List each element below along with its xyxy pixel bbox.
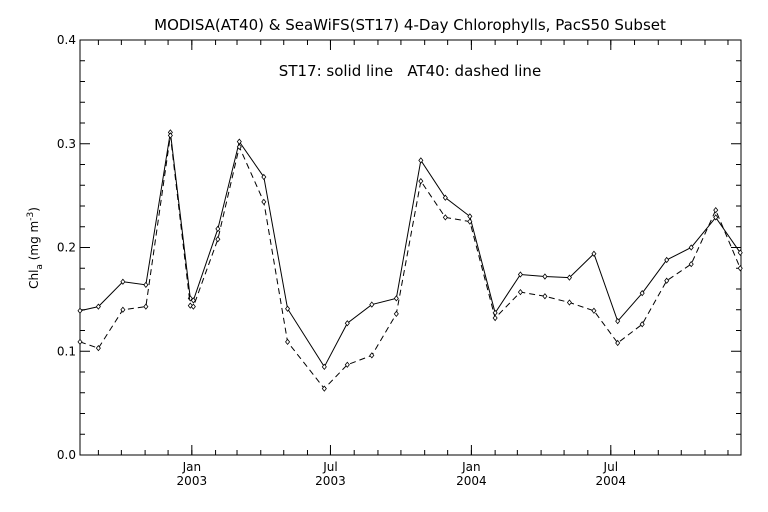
data-point-dashed [236,143,242,151]
data-point-dashed [467,218,473,225]
data-point-solid [713,214,719,221]
y-tick-label: 0.3 [57,137,76,151]
data-point-dashed [344,361,350,368]
series-group [77,129,743,392]
data-point-dashed [369,352,375,359]
data-point-solid [393,295,399,302]
data-point-dashed [713,207,719,214]
data-point-dashed [615,339,621,347]
plot-frame [79,39,742,456]
data-point-dashed [517,288,523,296]
data-point-dashed [737,265,743,272]
data-point-solid [418,157,424,164]
data-point-dashed [688,260,694,268]
data-point-dashed [190,303,196,310]
y-axis-label: Chla (mg m-3) [26,207,45,289]
data-point-dashed [321,385,327,392]
data-point-solid [369,301,375,308]
series-line-dashed [79,135,741,390]
y-axis-label-subscript: a [35,264,45,270]
series-line-solid [79,132,741,368]
x-tick-month-label: Jan [461,460,481,474]
data-point-solid [285,305,291,312]
data-point-solid [615,318,621,325]
data-point-solid [120,278,126,285]
data-point-solid [321,363,327,370]
data-point-dashed [261,198,267,205]
data-point-dashed [143,303,149,310]
data-point-solid [261,173,267,181]
data-point-dashed [418,177,424,185]
data-point-solid [688,244,694,251]
x-tick-year-label: 2003 [315,474,346,488]
data-point-dashed [566,299,572,306]
data-point-solid [517,271,523,278]
x-tick-year-label: 2003 [177,474,208,488]
data-point-solid [95,303,101,310]
y-axis-label-unit-close: ) [27,207,41,212]
data-point-solid [664,256,670,264]
data-point-dashed [492,314,498,322]
y-tick-label: 0.1 [57,344,76,358]
data-point-dashed [120,306,126,313]
data-point-solid [591,250,597,257]
chart-title: MODISA(AT40) & SeaWiFS(ST17) 4-Day Chlor… [154,16,666,34]
data-point-dashed [442,214,448,221]
y-axis-ticks: 0.0 0.1 0.2 0.3 0.4 [57,33,741,462]
data-point-dashed [393,310,399,318]
data-point-dashed [542,293,548,300]
data-point-solid [442,194,448,201]
data-point-solid [639,290,645,297]
data-point-dashed [285,338,291,346]
data-point-solid [190,297,196,304]
x-tick-month-label: Jul [322,460,337,474]
y-axis-label-unit: (mg m [27,221,41,264]
y-tick-label: 0.0 [57,448,76,462]
data-point-dashed [95,344,101,352]
data-point-solid [542,273,548,280]
data-point-dashed [167,132,173,139]
y-tick-label: 0.4 [57,33,76,47]
data-point-solid [143,281,149,288]
data-point-dashed [639,321,645,328]
data-point-dashed [591,307,597,314]
data-point-solid [344,320,350,327]
x-tick-year-label: 2004 [456,474,487,488]
data-point-solid [467,213,473,220]
data-point-solid [77,307,83,314]
x-tick-month-label: Jul [603,460,618,474]
y-tick-label: 0.2 [57,241,76,255]
data-point-solid [737,249,743,256]
data-point-dashed [664,277,670,284]
data-point-solid [566,274,572,281]
y-axis-label-superscript: -3 [26,212,36,221]
data-point-dashed [215,236,221,243]
x-tick-month-label: Jan [182,460,202,474]
y-axis-label-main: Chl [27,270,41,289]
x-tick-year-label: 2004 [596,474,627,488]
data-point-dashed [77,338,83,346]
data-point-solid [215,225,221,232]
series-annotation: ST17: solid line AT40: dashed line [279,62,541,80]
